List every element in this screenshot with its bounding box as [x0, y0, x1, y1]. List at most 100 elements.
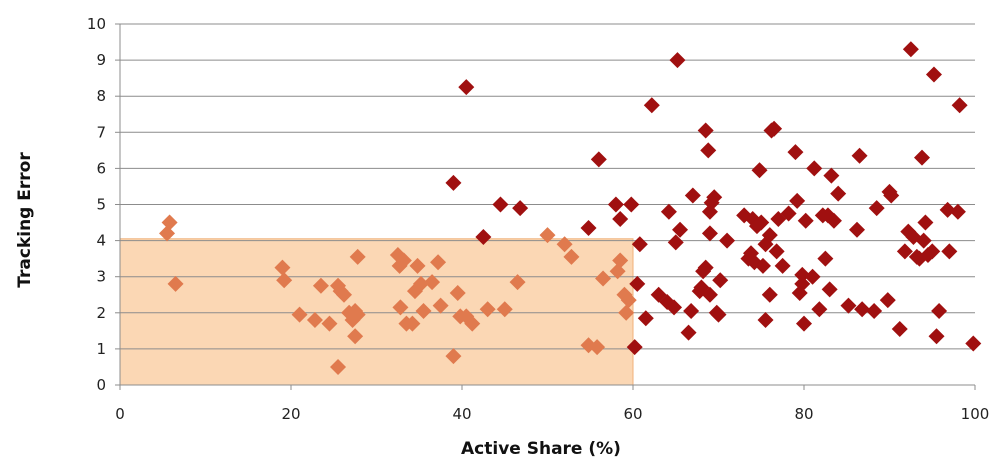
data-point-series-2 — [796, 315, 812, 332]
data-point-series-2 — [806, 160, 823, 177]
data-point-series-1 — [430, 254, 447, 271]
x-tick-label: 0 — [115, 405, 125, 423]
data-point-series-2 — [492, 196, 509, 213]
data-point-series-2 — [951, 97, 968, 114]
data-point-series-1 — [609, 263, 626, 280]
data-point-series-1 — [349, 306, 366, 323]
data-point-series-1 — [563, 248, 580, 265]
data-point-series-1 — [159, 225, 176, 242]
data-point-series-2 — [821, 281, 838, 298]
data-point-series-1 — [479, 301, 496, 318]
data-point-series-2 — [607, 196, 624, 213]
data-point-series-2 — [965, 335, 982, 352]
highlight-region — [119, 238, 634, 386]
data-point-series-2 — [751, 162, 768, 179]
data-point-series-1 — [432, 297, 449, 314]
y-tick-label: 4 — [96, 232, 106, 250]
data-point-series-2 — [475, 228, 492, 245]
data-point-series-1 — [167, 275, 184, 292]
data-point-series-1 — [321, 315, 338, 332]
data-point-series-2 — [672, 221, 689, 238]
data-point-series-1 — [312, 277, 329, 294]
data-point-series-2 — [896, 243, 913, 260]
data-point-series-2 — [787, 144, 804, 161]
data-point-series-2 — [797, 212, 814, 229]
data-point-series-2 — [700, 142, 717, 159]
gridlines — [115, 23, 976, 390]
data-point-series-2 — [924, 243, 941, 260]
data-point-series-2 — [939, 201, 956, 218]
data-point-series-1 — [161, 214, 178, 231]
data-point-series-2 — [643, 97, 660, 114]
data-point-series-2 — [612, 210, 629, 227]
data-point-series-2 — [868, 200, 885, 217]
data-point-series-2 — [753, 214, 770, 231]
data-point-series-2 — [794, 275, 811, 292]
data-point-series-2 — [712, 272, 729, 289]
data-point-series-2 — [851, 147, 868, 164]
data-point-series-1 — [449, 284, 466, 301]
data-point-series-2 — [766, 120, 783, 137]
axes — [119, 24, 975, 386]
data-point-series-1 — [412, 275, 429, 292]
data-points — [159, 41, 982, 375]
data-point-series-2 — [757, 312, 774, 329]
data-point-series-2 — [629, 275, 646, 292]
x-tick-label: 80 — [794, 405, 813, 423]
data-point-series-2 — [840, 297, 857, 314]
data-point-series-1 — [404, 315, 421, 332]
data-point-series-1 — [336, 286, 353, 303]
data-point-series-2 — [684, 187, 701, 204]
y-tick-label: 5 — [96, 196, 106, 214]
data-point-series-1 — [509, 274, 526, 291]
data-point-series-2 — [660, 203, 677, 220]
data-point-series-2 — [458, 79, 475, 96]
data-point-series-1 — [349, 248, 366, 265]
data-point-series-2 — [580, 219, 597, 236]
data-point-series-2 — [915, 232, 932, 249]
data-point-series-2 — [902, 41, 919, 58]
data-point-series-2 — [631, 236, 648, 253]
y-tick-label: 10 — [87, 15, 106, 33]
data-point-series-2 — [637, 310, 654, 327]
data-point-series-2 — [883, 187, 900, 204]
x-tick-label: 40 — [452, 405, 471, 423]
data-point-series-2 — [697, 259, 714, 276]
x-tick-label: 20 — [281, 405, 300, 423]
data-point-series-1 — [409, 257, 426, 274]
data-point-series-1 — [276, 272, 293, 289]
data-point-series-2 — [666, 299, 683, 316]
data-point-series-2 — [866, 302, 883, 319]
data-point-series-2 — [512, 200, 529, 217]
data-point-series-2 — [928, 328, 945, 345]
data-point-series-2 — [768, 243, 785, 260]
data-point-series-2 — [667, 234, 684, 251]
data-point-series-2 — [719, 232, 736, 249]
data-point-series-2 — [891, 321, 908, 338]
data-point-series-2 — [917, 214, 934, 231]
data-point-series-2 — [669, 52, 686, 69]
data-point-series-2 — [623, 196, 640, 213]
data-point-series-2 — [854, 301, 871, 318]
y-tick-label: 1 — [96, 340, 106, 358]
highlight-region-layer — [119, 238, 634, 386]
data-point-series-1 — [424, 274, 441, 291]
data-point-series-2 — [913, 149, 930, 166]
data-point-series-2 — [931, 302, 948, 319]
y-tick-label: 2 — [96, 304, 106, 322]
data-point-series-2 — [683, 302, 700, 319]
data-point-series-2 — [445, 174, 462, 191]
data-point-series-1 — [496, 301, 513, 318]
y-tick-label: 0 — [96, 376, 106, 394]
data-point-series-2 — [825, 212, 842, 229]
data-point-series-2 — [680, 324, 697, 341]
data-point-series-1 — [291, 306, 308, 323]
data-point-series-2 — [823, 167, 840, 184]
data-point-series-2 — [774, 257, 791, 274]
y-tick-label: 6 — [96, 159, 106, 177]
data-point-series-1 — [395, 252, 412, 269]
data-point-series-2 — [949, 203, 966, 220]
data-point-series-2 — [925, 66, 942, 83]
